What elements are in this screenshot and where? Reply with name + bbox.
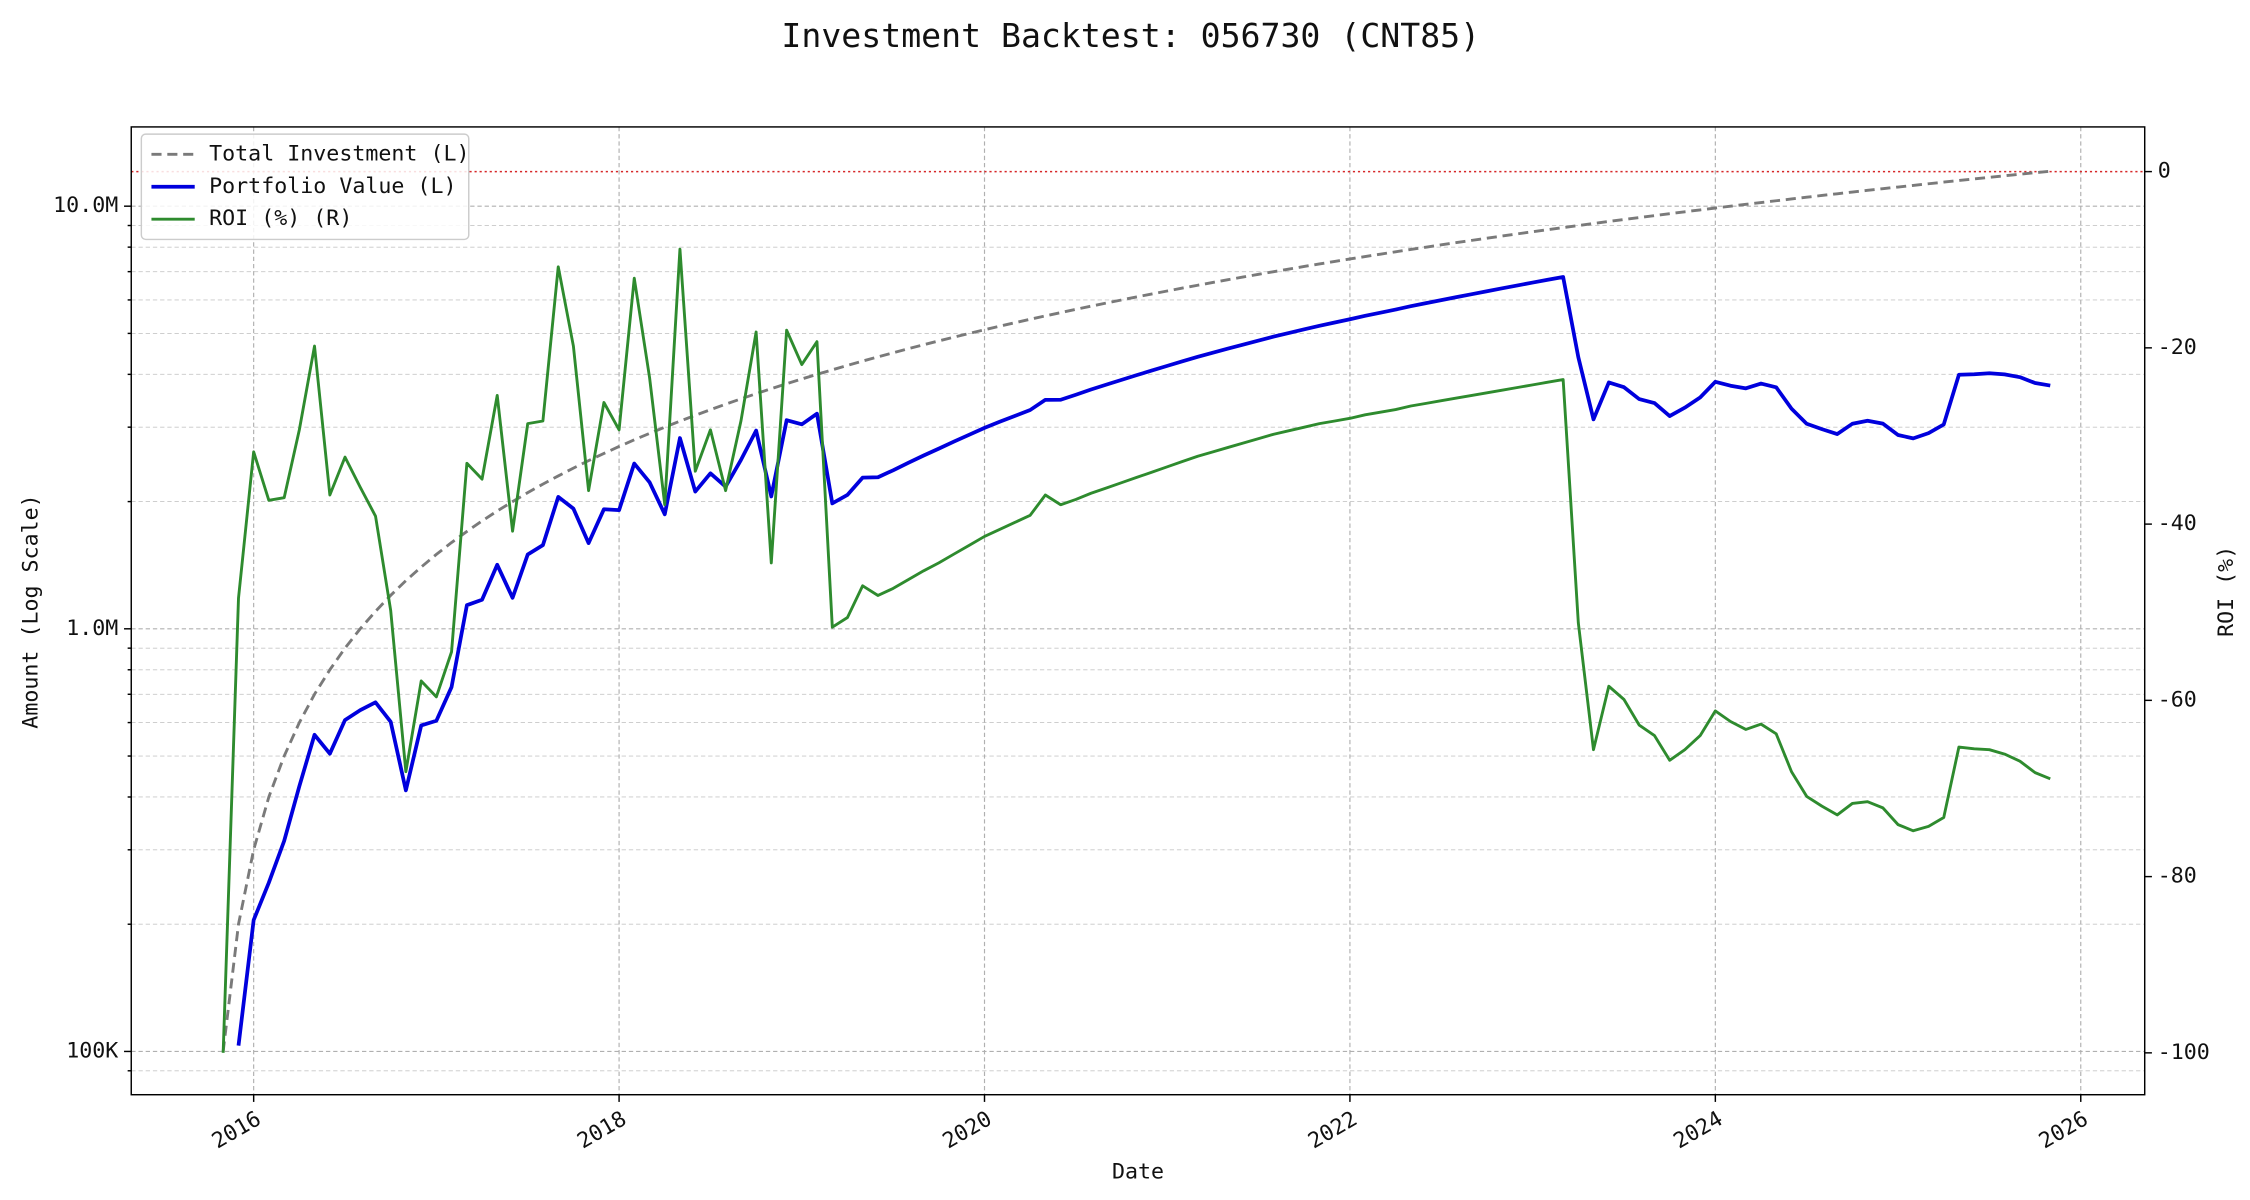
y2-tick-label: -40 bbox=[2158, 511, 2197, 536]
x-axis-label: Date bbox=[1112, 1160, 1164, 1185]
y2-tick-label: -60 bbox=[2158, 687, 2197, 712]
series-line bbox=[221, 169, 2051, 1052]
y-tick-label: 100K bbox=[66, 1038, 118, 1063]
legend-label: Total Investment (L) bbox=[209, 141, 469, 166]
y2-tick-label: -100 bbox=[2158, 1040, 2210, 1065]
axes-frame bbox=[130, 126, 2146, 1096]
legend-label: ROI (%) (R) bbox=[209, 206, 352, 231]
chart-title: Investment Backtest: 056730 (CNT85) bbox=[781, 16, 1480, 55]
legend-label: Portfolio Value (L) bbox=[209, 174, 456, 199]
y2-tick-label: -80 bbox=[2158, 864, 2197, 889]
plot-area bbox=[131, 169, 2145, 1053]
legend-box bbox=[140, 133, 470, 241]
y2-tick-label: 0 bbox=[2158, 159, 2171, 184]
series-line bbox=[236, 275, 2051, 1046]
y2-axis-label: ROI (%) bbox=[2214, 546, 2239, 637]
y-axis-label: Amount (Log Scale) bbox=[19, 494, 44, 728]
y2-tick-label: -20 bbox=[2158, 335, 2197, 360]
y-tick-label: 10.0M bbox=[53, 193, 118, 218]
y-tick-label: 1.0M bbox=[66, 616, 118, 641]
legend: Total Investment (L) Portfolio Value (L) R… bbox=[140, 133, 470, 241]
series-line bbox=[221, 247, 2051, 1053]
